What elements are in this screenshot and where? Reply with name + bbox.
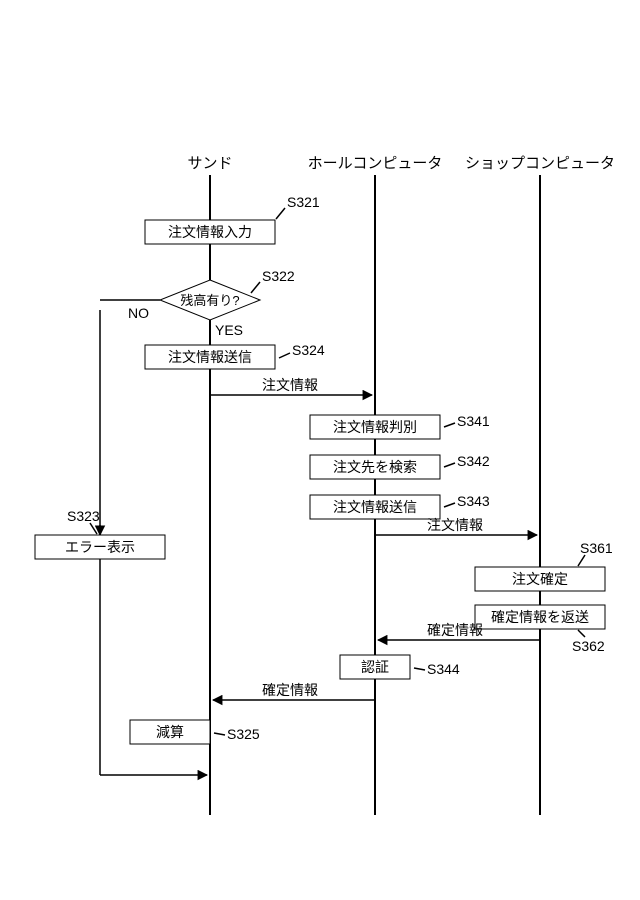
svg-text:S325: S325 <box>227 726 260 742</box>
svg-text:注文先を検索: 注文先を検索 <box>333 459 417 475</box>
svg-text:注文情報送信: 注文情報送信 <box>333 499 417 515</box>
svg-text:NO: NO <box>128 305 149 321</box>
svg-text:S362: S362 <box>572 638 605 654</box>
msg-order-info-2: 注文情報 <box>375 517 537 535</box>
svg-text:減算: 減算 <box>156 724 184 740</box>
node-s343: 注文情報送信 S343 <box>310 493 490 519</box>
svg-text:S341: S341 <box>457 413 490 429</box>
svg-text:S361: S361 <box>580 540 613 556</box>
node-s324: 注文情報送信 S324 <box>145 342 325 369</box>
node-s325: 減算 S325 <box>130 720 260 744</box>
svg-text:S342: S342 <box>457 453 490 469</box>
svg-text:注文情報: 注文情報 <box>262 377 318 393</box>
svg-text:注文情報入力: 注文情報入力 <box>168 224 252 240</box>
msg-confirm-2: 確定情報 <box>213 682 375 700</box>
svg-text:S321: S321 <box>287 194 320 210</box>
lane-header-hall: ホールコンピュータ <box>308 155 443 172</box>
svg-text:YES: YES <box>215 322 243 338</box>
node-s361: 注文確定 S361 <box>475 540 613 591</box>
svg-text:S322: S322 <box>262 268 295 284</box>
svg-text:S344: S344 <box>427 661 460 677</box>
svg-text:確定情報: 確定情報 <box>427 622 483 638</box>
svg-text:認証: 認証 <box>361 659 389 675</box>
svg-text:注文確定: 注文確定 <box>512 571 568 587</box>
node-s342: 注文先を検索 S342 <box>310 453 490 479</box>
svg-text:確定情報: 確定情報 <box>262 682 318 698</box>
lane-header-shop: ショップコンピュータ <box>465 155 615 172</box>
svg-text:確定情報を返送: 確定情報を返送 <box>491 609 589 625</box>
svg-text:エラー表示: エラー表示 <box>65 539 135 555</box>
svg-text:注文情報判別: 注文情報判別 <box>333 419 417 435</box>
svg-text:S343: S343 <box>457 493 490 509</box>
svg-text:残高有り?: 残高有り? <box>180 293 239 308</box>
node-s341: 注文情報判別 S341 <box>310 413 490 439</box>
node-s321: 注文情報入力 S321 <box>145 194 320 244</box>
msg-order-info-1: 注文情報 <box>210 377 372 395</box>
svg-text:S324: S324 <box>292 342 325 358</box>
node-s344: 認証 S344 <box>340 655 460 679</box>
lane-header-sand: サンド <box>187 155 232 172</box>
svg-text:注文情報: 注文情報 <box>427 517 483 533</box>
svg-text:注文情報送信: 注文情報送信 <box>168 349 252 365</box>
svg-text:S323: S323 <box>67 508 100 524</box>
node-s322-diamond: 残高有り? S322 NO YES <box>128 268 295 338</box>
